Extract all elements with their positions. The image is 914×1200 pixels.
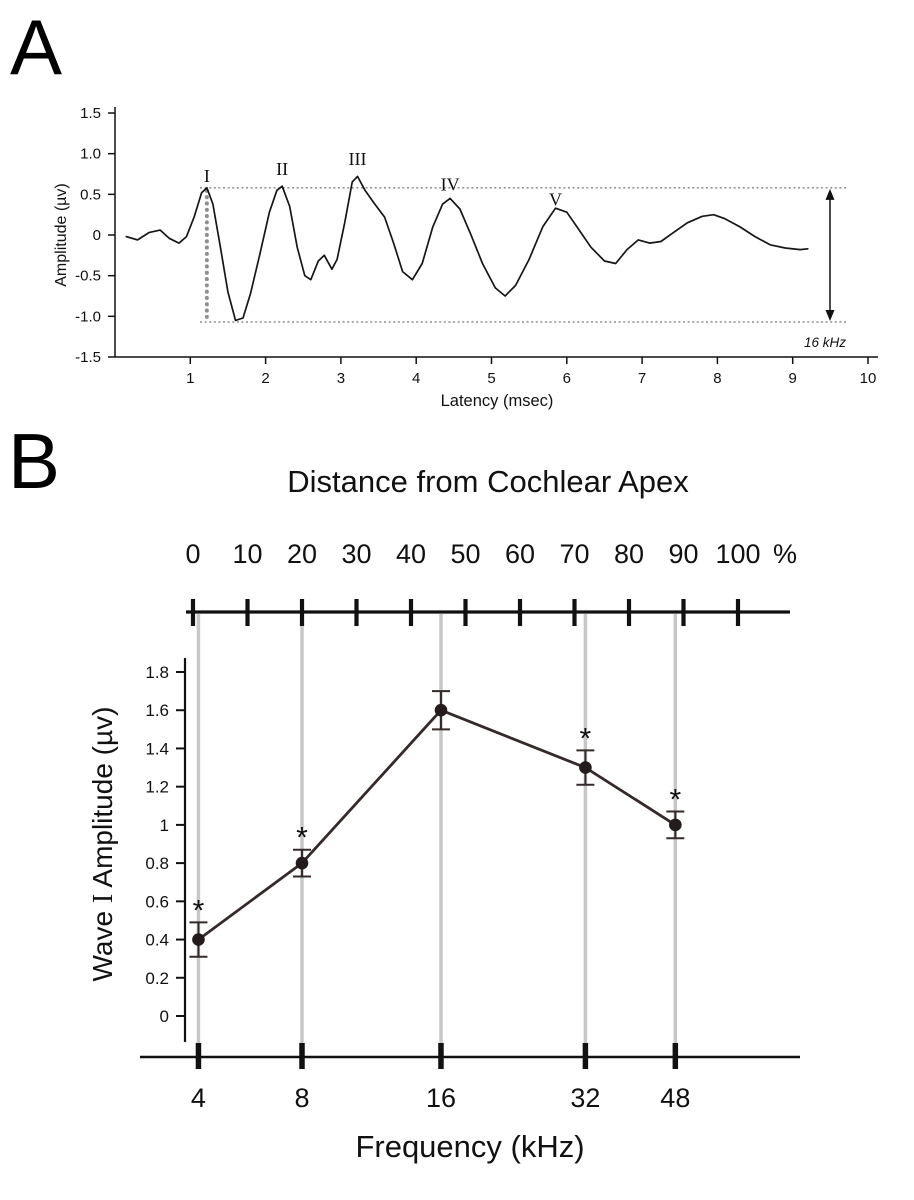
b-ytick-label: 0.2 <box>145 969 169 988</box>
top-tick-label: 50 <box>450 539 480 569</box>
top-axis-title: Distance from Cochlear Apex <box>287 464 689 499</box>
top-tick-label: 0 <box>185 539 200 569</box>
panel-a-letter: A <box>10 3 63 91</box>
a-ytick-label: -1.0 <box>75 308 101 325</box>
a-xtick-label: 4 <box>412 370 420 387</box>
b-ytick-label: 0 <box>160 1007 169 1026</box>
b-ytick-label: 1.2 <box>145 778 169 797</box>
sig-asterisk-4: * <box>193 894 205 927</box>
data-point-4 <box>192 933 205 946</box>
freq-tick-label: 16 <box>426 1083 456 1113</box>
wave-label-III: III <box>348 149 366 169</box>
a-xtick-label: 8 <box>713 370 721 387</box>
panel-a-chart: 1.5 1.0 0.5 0 -0.5 -1.0 -1.5 1 2 3 4 5 6 7 8 9 10 Latency… <box>53 105 878 410</box>
top-tick-label: 100 <box>715 539 760 569</box>
data-point-16 <box>434 703 448 717</box>
top-tick-label: 30 <box>341 539 371 569</box>
b-ytick-label: 0.6 <box>145 892 169 911</box>
a-xtick-label: 1 <box>186 370 194 387</box>
freq-tick-label: 4 <box>191 1083 206 1113</box>
a-xlabel: Latency (msec) <box>441 392 554 410</box>
b-ytick-label: 0.8 <box>145 854 169 873</box>
top-axis-unit: % <box>773 539 797 569</box>
freq-tick-label: 8 <box>294 1083 309 1113</box>
sig-asterisk-32: * <box>580 722 592 755</box>
b-ytick-label: 1 <box>160 816 169 835</box>
sig-asterisk-48: * <box>669 784 681 817</box>
arrow-head-down <box>825 310 835 322</box>
a-xtick-label: 5 <box>487 370 495 387</box>
data-point-32 <box>579 761 592 774</box>
top-tick-label: 20 <box>287 539 317 569</box>
a-ytick-label: -1.5 <box>75 349 101 366</box>
data-point-8 <box>295 856 309 870</box>
top-tick-label: 10 <box>232 539 262 569</box>
freq-tick-label: 32 <box>570 1083 600 1113</box>
top-tick-label: 60 <box>505 539 535 569</box>
wave1-amplitude-line <box>197 708 677 941</box>
wave-label-II: II <box>276 159 288 179</box>
b-ytick-label: 0.4 <box>145 931 169 950</box>
a-xtick-label: 3 <box>337 370 345 387</box>
freq-tick-label: 48 <box>660 1083 690 1113</box>
a-xtick-label: 2 <box>261 370 269 387</box>
a-ytick-label: 0 <box>93 227 101 244</box>
a-xtick-label: 7 <box>638 370 646 387</box>
wave-label-I: I <box>204 166 210 186</box>
a-xtick-label: 9 <box>789 370 797 387</box>
panel-b-letter: B <box>8 417 61 505</box>
a-ytick-label: 1.5 <box>80 105 101 122</box>
sig-asterisk-8: * <box>296 822 308 855</box>
top-tick-label: 90 <box>668 539 698 569</box>
a-xtick-label: 10 <box>860 370 877 387</box>
top-tick-label: 80 <box>614 539 644 569</box>
arrow-head-up <box>825 188 835 200</box>
b-ytick-label: 1.8 <box>145 663 169 682</box>
data-point-48 <box>669 818 682 832</box>
a-ytick-label: -0.5 <box>75 268 101 285</box>
wave-label-V: V <box>549 190 562 210</box>
b-ytick-label: 1.6 <box>145 701 169 720</box>
stimulus-label: 16 kHz <box>804 335 846 350</box>
a-ytick-label: 0.5 <box>80 186 101 203</box>
abr-waveform <box>125 175 809 322</box>
top-tick-label: 70 <box>559 539 589 569</box>
a-xtick-label: 6 <box>563 370 571 387</box>
a-ytick-label: 1.0 <box>80 146 101 163</box>
wave-label-IV: IV <box>441 174 460 194</box>
b-ytick-label: 1.4 <box>145 739 169 758</box>
b-ylabel: Wave I Amplitude (µv) <box>87 707 119 982</box>
top-tick-label: 40 <box>396 539 426 569</box>
a-ylabel: Amplitude (µv) <box>53 183 70 286</box>
a-axes <box>108 107 878 364</box>
b-xlabel: Frequency (kHz) <box>355 1129 584 1164</box>
